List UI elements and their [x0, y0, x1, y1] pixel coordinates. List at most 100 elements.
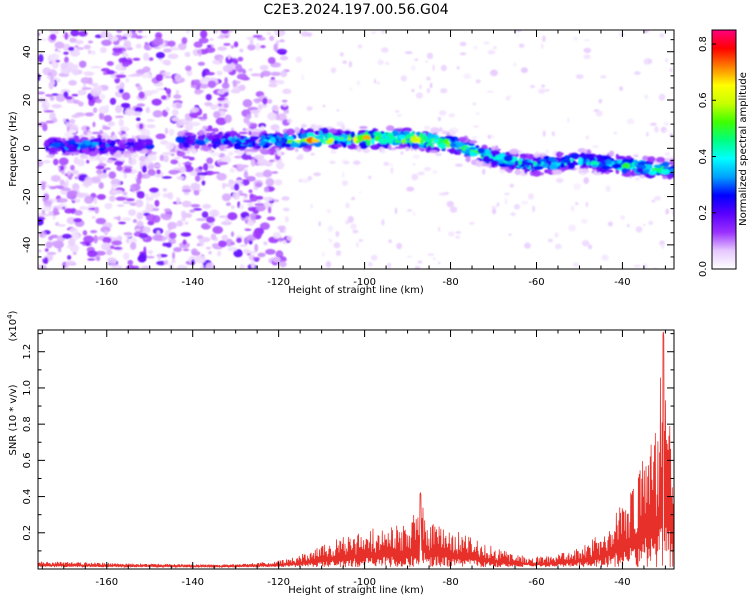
heatmap-cell: [171, 259, 176, 264]
heatmap-cell: [387, 133, 393, 136]
heatmap-cell: [356, 80, 361, 86]
heatmap-cell: [177, 131, 184, 138]
heatmap-cell: [663, 129, 670, 132]
heatmap-cell: [620, 215, 625, 220]
heatmap-cell: [531, 205, 536, 213]
heatmap-cell: [277, 225, 286, 231]
heatmap-cell: [198, 166, 203, 170]
heatmap-cell: [560, 162, 565, 169]
heatmap-cell: [145, 106, 150, 114]
heatmap-cell: [205, 246, 212, 250]
heatmap-cell: [52, 80, 56, 86]
heatmap-cell: [634, 71, 641, 76]
heatmap-cell: [185, 65, 192, 72]
heatmap-cell: [515, 30, 522, 33]
heatmap-cell: [272, 256, 281, 263]
heatmap-cell: [100, 226, 111, 233]
heatmap-cell: [153, 170, 164, 178]
heatmap-cell: [260, 45, 266, 49]
heatmap-cell: [273, 43, 278, 52]
heatmap-cell: [131, 186, 135, 193]
heatmap-cell: [138, 123, 144, 130]
snr-series-line: [38, 331, 674, 569]
heatmap-cell: [123, 40, 132, 49]
heatmap-cell: [51, 60, 59, 69]
heatmap-cell: [267, 206, 272, 214]
heatmap-cell: [38, 91, 45, 95]
heatmap-cell: [663, 122, 670, 126]
heatmap-cell: [457, 150, 461, 156]
heatmap-cell: [250, 136, 258, 142]
heatmap-cell: [59, 165, 65, 171]
heatmap-cell: [140, 173, 151, 179]
heatmap-cell: [38, 218, 44, 226]
heatmap-cell: [71, 68, 81, 76]
heatmap-cell: [322, 252, 326, 257]
heatmap-cell: [184, 221, 189, 225]
heatmap-cell: [232, 191, 241, 200]
heatmap-cell: [182, 155, 191, 159]
heatmap-cell: [175, 221, 184, 227]
heatmap-cell: [432, 257, 436, 261]
heatmap-cell: [61, 233, 73, 239]
heatmap-cell: [465, 156, 471, 163]
heatmap-cell: [204, 101, 213, 107]
colorbar: 0.0 0.2 0.4 0.6 0.8 Normalized spectral ampl…: [698, 29, 749, 277]
heatmap-cell: [104, 202, 113, 210]
heatmap-cell: [101, 39, 112, 46]
heatmap-cell: [141, 73, 152, 79]
heatmap-cell: [122, 191, 128, 196]
heatmap-cell: [82, 147, 90, 154]
heatmap-cell: [557, 152, 564, 156]
heatmap-cell: [151, 98, 162, 106]
heatmap-cell: [95, 98, 102, 104]
heatmap-cell: [523, 162, 534, 166]
heatmap-cell: [173, 247, 182, 253]
heatmap-cell: [41, 38, 47, 42]
heatmap-cell: [417, 260, 423, 264]
heatmap-cell: [76, 47, 85, 51]
heatmap-cell: [256, 37, 266, 41]
heatmap-cell: [210, 104, 218, 110]
heatmap-cell: [255, 42, 261, 51]
heatmap-cell: [212, 127, 219, 133]
heatmap-cell: [238, 84, 246, 91]
heatmap-cell: [91, 131, 101, 135]
heatmap-cell: [132, 219, 137, 223]
heatmap-cell: [153, 37, 164, 46]
heatmap-cell: [665, 208, 670, 215]
heatmap-cell: [568, 163, 576, 170]
heatmap-cell: [260, 134, 266, 141]
heatmap-cell: [276, 128, 280, 132]
heatmap-cell: [138, 232, 149, 239]
heatmap-cell: [234, 179, 243, 183]
heatmap-cell: [396, 242, 403, 250]
heatmap-cell: [327, 225, 334, 233]
heatmap-cell: [58, 157, 69, 166]
heatmap-cell: [72, 251, 77, 256]
heatmap-cell: [249, 213, 256, 221]
heatmap-cell: [271, 104, 280, 112]
heatmap-cell: [282, 239, 287, 245]
colorbar-ramp: [711, 29, 737, 270]
heatmap-cell: [362, 148, 371, 154]
heatmap-cell: [321, 127, 329, 135]
heatmap-cell: [542, 130, 546, 137]
heatmap-cell: [248, 131, 252, 136]
heatmap-cell: [471, 136, 478, 140]
heatmap-cell: [201, 70, 206, 78]
heatmap-cell: [311, 139, 320, 143]
heatmap-cell: [381, 219, 385, 226]
heatmap-cell: [430, 127, 441, 134]
heatmap-cell: [108, 195, 116, 202]
heatmap-cell: [181, 217, 186, 222]
heatmap-cell: [267, 57, 276, 64]
heatmap-cell: [390, 167, 394, 174]
heatmap-cell: [155, 51, 165, 59]
colorbar-tick-label: 0.2: [698, 205, 709, 221]
heatmap-cell: [163, 48, 172, 53]
heatmap-cell: [268, 82, 278, 88]
heatmap-cell: [567, 117, 570, 124]
heatmap-cell: [176, 176, 185, 180]
heatmap-cell: [298, 178, 303, 183]
